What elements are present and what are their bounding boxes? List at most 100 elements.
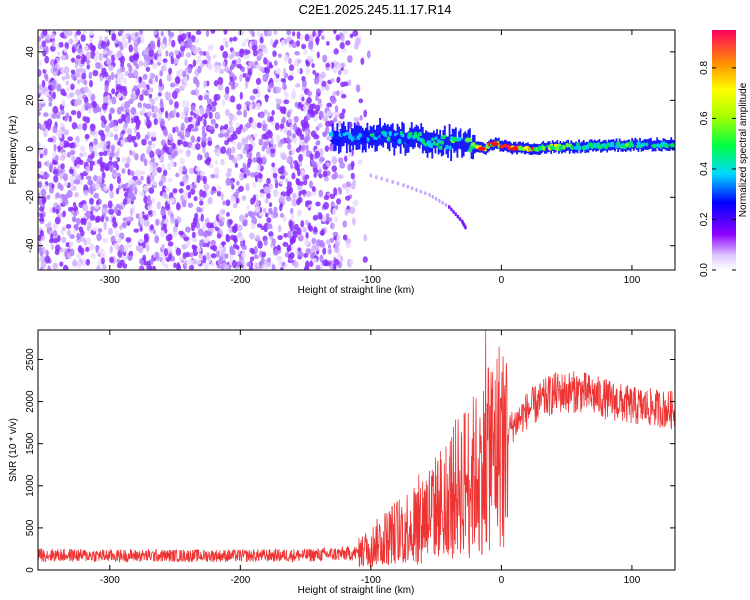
noise-cell: [239, 172, 245, 181]
noise-cell: [202, 223, 208, 230]
noise-cell: [149, 224, 154, 231]
noise-cell: [52, 67, 58, 72]
noise-cell: [87, 179, 94, 186]
noise-cell: [147, 60, 151, 66]
noise-cell: [149, 174, 155, 182]
noise-cell: [180, 44, 186, 53]
trace-cell: [369, 173, 373, 178]
noise-cell: [116, 106, 122, 115]
noise-cell: [92, 226, 98, 232]
noise-cell: [283, 99, 290, 105]
band-peak: [397, 138, 403, 145]
noise-cell: [316, 88, 321, 94]
noise-cell: [178, 230, 184, 236]
band-peak: [344, 131, 351, 135]
noise-cell: [71, 122, 78, 130]
band-peak: [465, 137, 473, 142]
noise-cell: [89, 50, 96, 59]
noise-cell: [179, 157, 186, 165]
colorbar-ticks: 0.0 0.2 0.4 0.6 0.8: [699, 61, 736, 277]
noise-cell: [109, 245, 113, 254]
noise-cell: [160, 229, 166, 238]
band-peak: [333, 130, 340, 137]
noise-cell: [259, 111, 265, 119]
noise-cell: [235, 260, 241, 268]
noise-cell: [84, 116, 91, 124]
noise-cell: [61, 76, 66, 81]
noise-cell: [213, 219, 218, 228]
noise-cell: [41, 258, 45, 264]
noise-cell: [235, 197, 240, 204]
noise-cell: [50, 45, 56, 52]
noise-cell: [160, 118, 166, 127]
noise-cell: [147, 204, 153, 210]
noise-cell: [50, 32, 56, 40]
noise-cell: [139, 217, 145, 226]
noise-cell: [266, 177, 271, 185]
noise-cell: [158, 78, 163, 87]
noise-cell: [170, 216, 176, 224]
noise-cell: [101, 257, 105, 265]
noise-cell: [304, 237, 309, 247]
noise-cell: [181, 165, 187, 172]
noise-cell: [161, 258, 165, 267]
noise-cell: [103, 221, 107, 231]
colorbar-tick-label: 0.0: [699, 263, 710, 277]
noise-cell: [127, 35, 132, 44]
noise-cell: [210, 239, 216, 246]
noise-cell: [60, 125, 65, 133]
noise-cell: [311, 63, 315, 68]
noise-cell: [250, 197, 256, 205]
noise-cell: [41, 196, 46, 205]
noise-cell: [143, 185, 149, 192]
noise-cell: [269, 137, 275, 145]
noise-cell: [305, 67, 311, 75]
noise-cell: [280, 212, 284, 218]
noise-cell: [158, 180, 164, 187]
noise-cell: [273, 206, 278, 214]
noise-cell: [85, 210, 91, 218]
noise-cell: [89, 160, 95, 166]
noise-cell: [347, 163, 352, 171]
noise-cell: [177, 139, 182, 146]
noise-cell: [260, 156, 267, 165]
noise-cell: [63, 47, 67, 54]
noise-cell: [337, 120, 343, 127]
noise-cell: [89, 123, 96, 132]
noise-cell: [135, 179, 142, 186]
noise-cell: [62, 173, 69, 182]
noise-cell: [272, 172, 278, 179]
colorbar-tick-label: 0.4: [699, 162, 710, 176]
noise-cell: [297, 168, 301, 177]
noise-cell: [198, 207, 203, 213]
noise-cell: [171, 90, 178, 100]
band-peak: [448, 145, 452, 151]
noise-cell: [115, 188, 120, 195]
noise-cell: [169, 82, 176, 88]
noise-cell: [230, 234, 235, 241]
noise-cell: [164, 91, 170, 100]
noise-cell: [172, 126, 176, 134]
noise-cell: [191, 244, 196, 250]
noise-cell: [350, 160, 355, 168]
noise-cell: [38, 173, 41, 179]
noise-cell: [258, 138, 264, 146]
noise-cell: [92, 174, 98, 182]
noise-cell: [304, 174, 310, 180]
noise-cell: [59, 261, 64, 267]
noise-cell: [359, 114, 363, 121]
noise-cell: [66, 151, 72, 158]
noise-cell: [228, 119, 233, 126]
noise-cell: [276, 244, 281, 251]
noise-cell: [193, 108, 199, 114]
noise-cell: [98, 151, 105, 157]
noise-cell: [248, 267, 254, 270]
noise-cell: [279, 178, 284, 185]
noise-cell: [135, 63, 140, 70]
noise-cell: [334, 105, 339, 113]
noise-cell: [326, 40, 330, 46]
noise-cell: [241, 195, 247, 201]
band-peak: [417, 131, 423, 137]
snr-y-tick-label: 2500: [25, 348, 36, 371]
noise-cell: [120, 139, 126, 145]
